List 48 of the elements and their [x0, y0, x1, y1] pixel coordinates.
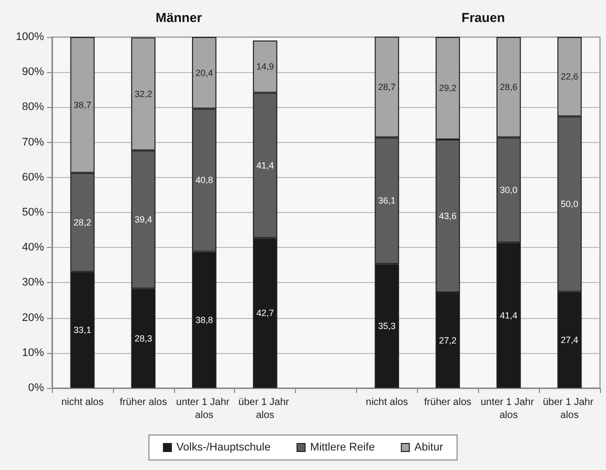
x-tick-label: früher alos — [120, 397, 167, 408]
data-label: 20,4 — [195, 68, 213, 78]
x-tick-label: nicht alos — [61, 397, 104, 408]
data-label: 22,6 — [560, 72, 578, 82]
y-tick-label: 80% — [22, 101, 44, 114]
data-label: 36,1 — [378, 196, 396, 206]
data-label: 41,4 — [256, 160, 274, 170]
legend-label: Volks-/Hauptschule — [176, 442, 271, 454]
text: Männer — [156, 10, 202, 25]
legend-label: Abitur — [414, 442, 444, 454]
y-tick-label: 90% — [22, 66, 44, 78]
legend-label: Mittlere Reife — [310, 442, 375, 454]
x-tick-label: über 1 Jahr alos — [542, 397, 596, 421]
data-label: 40,8 — [195, 175, 213, 186]
y-tick-label: 60% — [22, 171, 44, 184]
data-label: 33,1 — [74, 324, 92, 335]
data-label: 35,3 — [378, 321, 396, 332]
data-label: 14,9 — [256, 62, 274, 72]
text: Frauen — [462, 10, 505, 25]
data-label: 28,6 — [500, 82, 518, 92]
y-tick-label: 100% — [16, 31, 44, 43]
data-label: 42,7 — [256, 308, 274, 318]
data-label: 38,8 — [195, 314, 213, 325]
data-label: 28,7 — [378, 82, 396, 92]
data-label: 32,2 — [134, 88, 152, 99]
data-label: 29,2 — [439, 83, 457, 94]
x-tick-label: unter 1 Jahr alos — [480, 397, 537, 421]
y-tick-label: 0% — [28, 382, 44, 394]
data-label: 38,7 — [74, 100, 92, 110]
data-label: 27,2 — [439, 335, 457, 346]
data-label: 28,2 — [74, 217, 92, 228]
y-tick-label: 70% — [22, 136, 44, 148]
x-tick-label: früher alos — [424, 397, 472, 408]
x-tick-label: unter 1 Jahr alos — [176, 397, 232, 421]
y-tick-label: 30% — [22, 276, 44, 289]
data-label: 39,4 — [134, 214, 152, 225]
x-tick-label: über 1 Jahr alos — [238, 397, 292, 421]
data-label: 30,0 — [500, 185, 518, 196]
x-tick-label: nicht alos — [366, 397, 408, 408]
y-tick-label: 50% — [22, 206, 44, 218]
data-label: 27,4 — [560, 334, 578, 345]
data-label: 50,0 — [560, 199, 578, 210]
data-label: 43,6 — [439, 211, 457, 222]
y-tick-label: 20% — [22, 312, 44, 324]
data-label: 28,3 — [134, 333, 152, 344]
data-label: 41,4 — [500, 310, 518, 320]
y-tick-label: 10% — [22, 346, 44, 359]
y-tick-label: 40% — [22, 242, 44, 254]
